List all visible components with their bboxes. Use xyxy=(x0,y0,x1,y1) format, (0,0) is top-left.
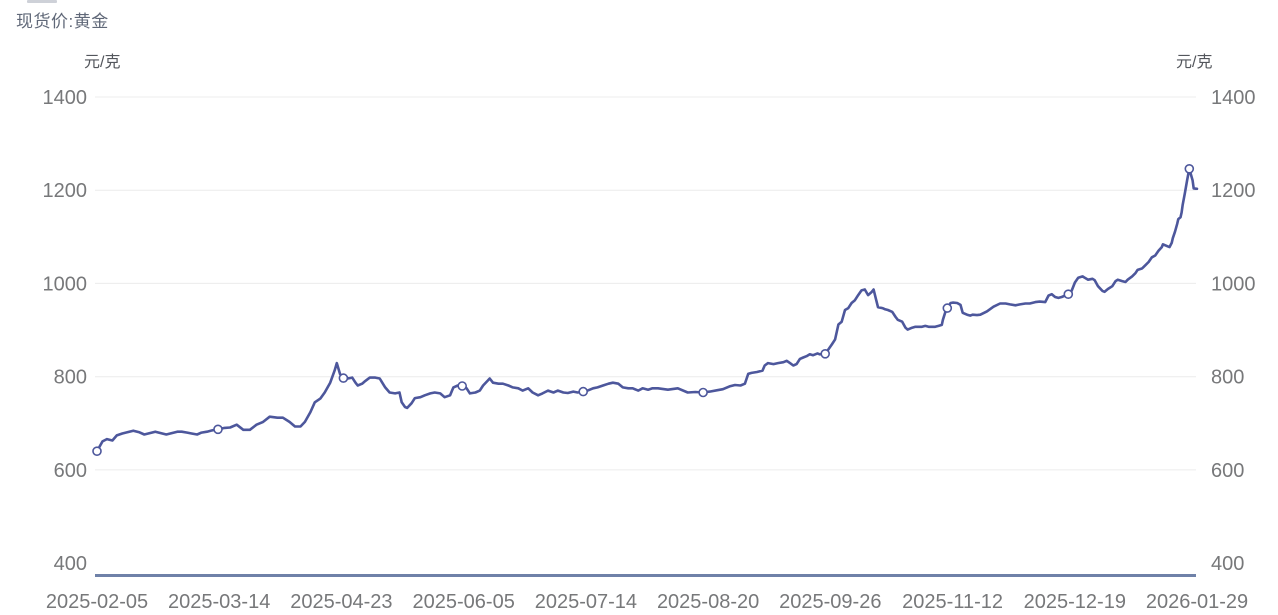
y-tick-label-right: 1200 xyxy=(1211,180,1256,202)
price-line xyxy=(95,167,1199,453)
y-tick-label-left: 1400 xyxy=(43,87,88,109)
y-tick-label-left: 1200 xyxy=(43,180,88,202)
data-point-marker xyxy=(820,348,831,359)
x-tick-label: 2025-11-12 xyxy=(902,591,1003,613)
data-point-marker xyxy=(92,446,102,457)
y-tick-label-right: 400 xyxy=(1211,553,1244,575)
data-point-marker xyxy=(942,303,953,313)
y-tick-label-right: 1400 xyxy=(1211,87,1256,109)
x-tick-label: 2025-12-19 xyxy=(1024,591,1126,613)
y-tick-label-left: 1000 xyxy=(43,273,88,295)
data-point-marker xyxy=(1063,289,1074,300)
x-tick-label: 2025-03-14 xyxy=(168,591,270,613)
y-tick-label-right: 600 xyxy=(1211,460,1244,482)
cropped-text-artifact xyxy=(27,0,57,3)
x-tick-label: 2025-08-20 xyxy=(657,591,759,613)
y-tick-label-right: 1000 xyxy=(1211,273,1256,295)
data-point-marker xyxy=(698,387,708,398)
data-point-marker xyxy=(213,424,223,435)
x-tick-label: 2025-09-26 xyxy=(779,591,881,613)
x-tick-label: 2025-07-14 xyxy=(535,591,637,613)
x-tick-label: 2025-04-23 xyxy=(290,591,392,613)
data-point-marker xyxy=(578,386,589,397)
data-point-marker xyxy=(338,373,349,383)
y-axis-unit-left: 元/克 xyxy=(84,54,121,71)
chart-title: 现货价:黄金 xyxy=(16,12,109,31)
y-tick-label-left: 400 xyxy=(54,553,87,575)
x-tick-label: 2025-02-05 xyxy=(46,591,148,613)
x-tick-label: 2025-06-05 xyxy=(413,591,515,613)
data-point-marker xyxy=(457,381,468,391)
y-axis-unit-right: 元/克 xyxy=(1176,54,1213,71)
y-tick-label-left: 800 xyxy=(54,367,87,389)
y-tick-label-left: 600 xyxy=(54,460,87,482)
data-point-marker xyxy=(1184,164,1195,174)
x-tick-label: 2026-01-29 xyxy=(1146,591,1248,613)
y-tick-label-right: 800 xyxy=(1211,367,1244,389)
